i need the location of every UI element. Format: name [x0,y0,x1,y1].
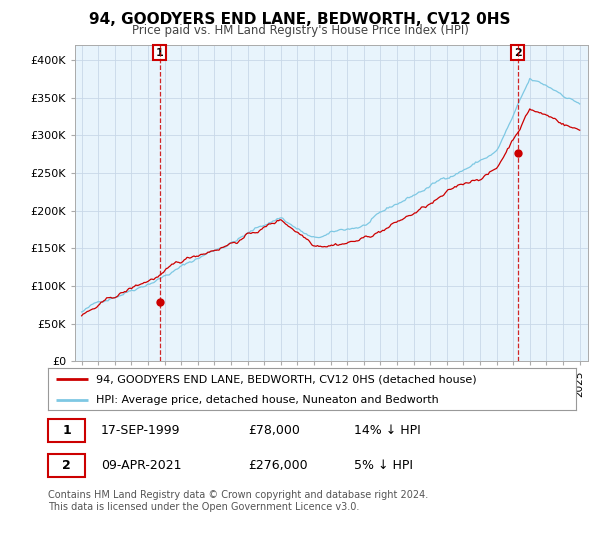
Text: 94, GOODYERS END LANE, BEDWORTH, CV12 0HS (detached house): 94, GOODYERS END LANE, BEDWORTH, CV12 0H… [95,374,476,384]
Text: 94, GOODYERS END LANE, BEDWORTH, CV12 0HS: 94, GOODYERS END LANE, BEDWORTH, CV12 0H… [89,12,511,27]
Text: £276,000: £276,000 [248,459,308,472]
Text: 09-APR-2021: 09-APR-2021 [101,459,181,472]
Text: 5% ↓ HPI: 5% ↓ HPI [354,459,413,472]
Text: 17-SEP-1999: 17-SEP-1999 [101,424,181,437]
Text: HPI: Average price, detached house, Nuneaton and Bedworth: HPI: Average price, detached house, Nune… [95,395,438,405]
Text: 1: 1 [156,48,164,58]
FancyBboxPatch shape [48,419,85,442]
Text: Contains HM Land Registry data © Crown copyright and database right 2024.
This d: Contains HM Land Registry data © Crown c… [48,490,428,512]
Text: 2: 2 [514,48,521,58]
Text: 1: 1 [62,424,71,437]
FancyBboxPatch shape [48,454,85,477]
Text: 2: 2 [62,459,71,472]
Text: 14% ↓ HPI: 14% ↓ HPI [354,424,421,437]
Text: £78,000: £78,000 [248,424,301,437]
Text: Price paid vs. HM Land Registry's House Price Index (HPI): Price paid vs. HM Land Registry's House … [131,24,469,36]
